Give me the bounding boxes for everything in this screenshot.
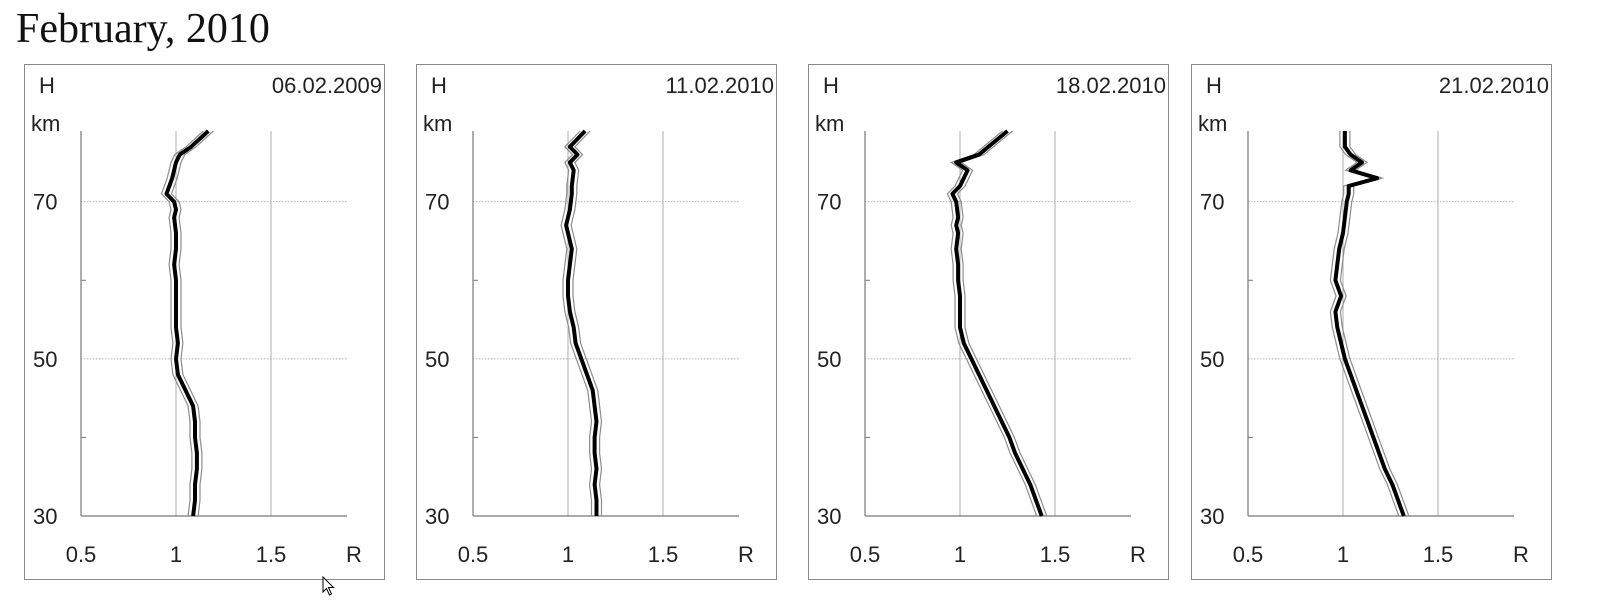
x-tick-label: 0.5 [66, 542, 97, 567]
date-label: 11.02.2010 [666, 73, 774, 98]
y-tick-label: 30 [425, 504, 449, 529]
date-label: 06.02.2009 [272, 73, 382, 98]
lower-bound-line [160, 130, 204, 517]
date-label: 21.02.2010 [1439, 73, 1549, 98]
y-axis-unit: km [31, 111, 60, 136]
profile-line [950, 129, 1044, 517]
x-tick-label: 1 [1337, 542, 1349, 567]
y-axis-name: H [431, 73, 447, 98]
page-title: February, 2010 [16, 6, 270, 52]
y-tick-label: 50 [817, 347, 841, 372]
y-tick-label: 70 [817, 190, 841, 215]
profile-line [164, 129, 210, 517]
y-tick-label: 30 [817, 504, 841, 529]
x-tick-label: 1.5 [256, 542, 287, 567]
x-tick-label: 1.5 [648, 542, 679, 567]
x-axis-name: R [1130, 542, 1146, 567]
y-tick-label: 50 [425, 347, 449, 372]
x-tick-label: 0.5 [850, 542, 881, 567]
mouse-pointer-icon [322, 576, 335, 596]
profile-line [564, 129, 599, 516]
x-axis-name: R [1513, 542, 1529, 567]
y-axis-unit: km [1198, 111, 1227, 136]
y-tick-label: 30 [1200, 504, 1224, 529]
date-label: 18.02.2010 [1056, 73, 1166, 98]
y-axis-unit: km [423, 111, 452, 136]
chart-svg: 0.5 1 1.5 30 50 70 Hkm R 21.02.2010 [1198, 73, 1549, 567]
chart-svg: 0.5 1 1.5 30 50 70 Hkm R 18.02.2010 [815, 73, 1166, 567]
y-tick-label: 50 [33, 347, 57, 372]
y-axis-name: H [823, 73, 839, 98]
x-tick-label: 0.5 [1233, 542, 1264, 567]
y-tick-label: 50 [1200, 347, 1224, 372]
upper-bound-line [570, 130, 603, 516]
upper-bound-line [170, 130, 214, 517]
lower-bound-line [1329, 131, 1400, 517]
lower-bound-line [560, 130, 593, 516]
y-tick-label: 70 [425, 190, 449, 215]
x-tick-label: 1 [170, 542, 182, 567]
y-axis-name: H [1206, 73, 1222, 98]
chart-svg: 0.5 1 1.5 30 50 70 Hkm R 11.02.2010 [423, 73, 774, 567]
upper-bound-line [956, 130, 1048, 517]
y-axis-unit: km [815, 111, 844, 136]
x-axis-name: R [738, 542, 754, 567]
y-axis-name: H [39, 73, 55, 98]
profile-line [1333, 131, 1406, 517]
y-tick-label: 70 [1200, 190, 1224, 215]
y-tick-label: 30 [33, 504, 57, 529]
lower-bound-line [946, 130, 1038, 517]
x-tick-label: 1.5 [1040, 542, 1071, 567]
x-tick-label: 0.5 [458, 542, 489, 567]
x-tick-label: 1 [954, 542, 966, 567]
x-tick-label: 1.5 [1423, 542, 1454, 567]
y-tick-label: 70 [33, 190, 57, 215]
chart-svg: 0.5 1 1.5 30 50 70 Hkm R 06.02.2009 [31, 73, 382, 567]
x-axis-name: R [346, 542, 362, 567]
x-tick-label: 1 [562, 542, 574, 567]
